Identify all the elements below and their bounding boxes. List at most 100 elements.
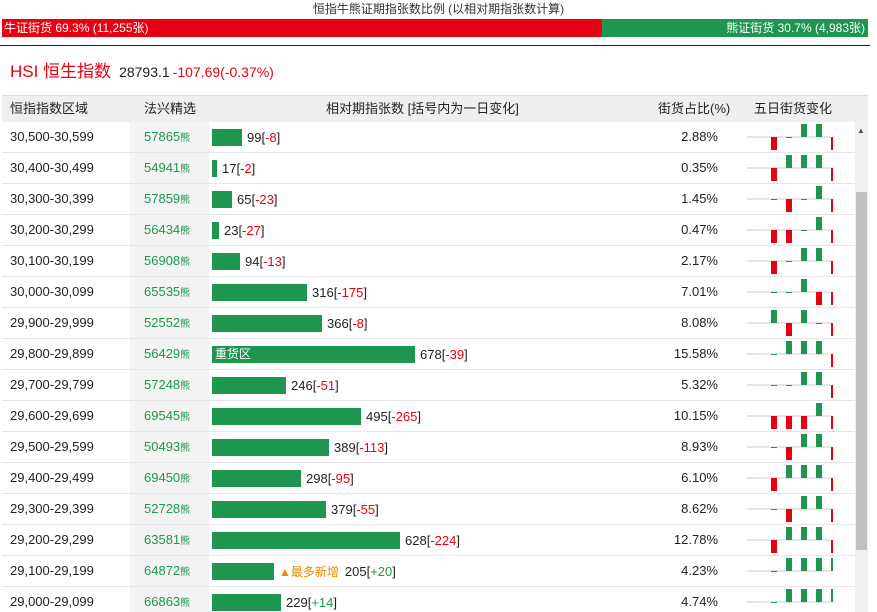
daily-change: [+20] <box>366 563 396 579</box>
bear-cell: 65535熊 <box>130 277 209 307</box>
bear-code: 64872 <box>144 563 181 578</box>
table-row: 30,000-30,099 65535熊 316 [-175] 7.01% <box>2 277 855 308</box>
sparkline-bar <box>801 230 807 231</box>
daily-change-value: -39 <box>445 346 465 362</box>
bear-code-link[interactable]: 65535熊 <box>144 277 190 309</box>
contracts-cell: 重货区 678 [-39] <box>212 339 468 369</box>
contracts-bar <box>212 500 326 518</box>
sparkline-bar <box>831 447 833 460</box>
daily-change: [-265] <box>387 408 421 424</box>
five-day-sparkline <box>747 372 833 398</box>
daily-change-value: -224 <box>430 532 457 548</box>
share-percent: 0.47% <box>681 222 718 237</box>
contracts-bar <box>212 469 301 487</box>
daily-change-value: -51 <box>316 377 336 393</box>
table-row: 29,400-29,499 69450熊 298 [-95] 6.10% <box>2 463 855 494</box>
contracts-count: 94 <box>245 253 260 269</box>
contracts-count: 17 <box>222 160 237 176</box>
daily-change: [+14] <box>307 594 338 610</box>
contracts-count: 205 <box>344 563 367 579</box>
contracts-count: 366 <box>327 315 349 331</box>
bear-code-link[interactable]: 57865熊 <box>144 122 190 154</box>
contracts-bar <box>212 159 217 177</box>
index-name[interactable]: HSI 恒生指数 <box>10 62 112 81</box>
sparkline-bar <box>831 137 833 150</box>
sparkline-bar <box>786 509 792 522</box>
table-header: 恒指指数区域 法兴精选 相对期指张数 [括号内为一日变化] 街货占比(%) 五日… <box>2 95 868 122</box>
bear-code-link[interactable]: 64872熊 <box>144 556 190 588</box>
sparkline-bar <box>816 496 822 509</box>
col-header-bear: 法兴精选 <box>144 101 197 116</box>
scrollbar[interactable]: ▲ <box>855 122 868 612</box>
bear-code-link[interactable]: 69450熊 <box>144 463 190 495</box>
bull-ratio-segment: 牛证街货 69.3% (11,255张) <box>2 19 602 37</box>
daily-change-value: -27 <box>242 222 261 238</box>
table-row: 30,500-30,599 57865熊 99 [-8] 2.88% <box>2 122 855 153</box>
bear-cell: 57859熊 <box>130 184 209 214</box>
range-label: 30,100-30,199 <box>10 253 94 268</box>
range-label: 29,100-29,199 <box>10 563 94 578</box>
sparkline-bar <box>831 558 833 571</box>
five-day-sparkline <box>747 465 833 491</box>
bear-code-link[interactable]: 57248熊 <box>144 370 190 402</box>
daily-change: [-8] <box>261 129 281 145</box>
sparkline-bar <box>816 124 822 137</box>
bear-code-link[interactable]: 54941熊 <box>144 153 190 185</box>
bear-code: 52728 <box>144 501 181 516</box>
share-percent: 2.88% <box>681 129 718 144</box>
sparkline-bar <box>786 261 792 262</box>
sparkline-bar <box>816 341 822 354</box>
bear-code-link[interactable]: 69545熊 <box>144 401 190 433</box>
bear-code-link[interactable]: 56434熊 <box>144 215 190 247</box>
scrollbar-thumb[interactable] <box>856 192 867 550</box>
daily-change-value: -265 <box>391 408 418 424</box>
sparkline-bar <box>816 465 822 478</box>
table-row: 29,600-29,699 69545熊 495 [-265] 10.15% <box>2 401 855 432</box>
table-row: 29,000-29,099 66863熊 229 [+14] 4.74% <box>2 587 855 612</box>
bear-code-link[interactable]: 56429熊 <box>144 339 190 371</box>
sparkline-bar <box>816 323 822 324</box>
sparkline-bar <box>771 478 777 491</box>
range-label: 29,800-29,899 <box>10 346 94 361</box>
bear-suffix: 熊 <box>180 412 191 423</box>
bear-suffix: 熊 <box>180 226 191 237</box>
daily-change-value: +14 <box>311 594 334 610</box>
sparkline-bar <box>816 372 822 385</box>
heavy-zone-label: 重货区 <box>215 346 252 361</box>
sparkline-bar <box>786 447 792 460</box>
contracts-bar <box>212 562 274 580</box>
bear-code-link[interactable]: 63581熊 <box>144 525 190 557</box>
daily-change: [-2] <box>236 160 256 176</box>
bear-suffix: 熊 <box>180 381 191 392</box>
sparkline-bar <box>801 527 807 540</box>
bear-cell: 69450熊 <box>130 463 209 493</box>
table-row: 29,300-29,399 52728熊 379 [-55] 8.62% <box>2 494 855 525</box>
bear-code: 57859 <box>144 191 181 206</box>
range-label: 30,400-30,499 <box>10 160 94 175</box>
daily-change-value: -55 <box>356 501 376 517</box>
contracts-count: 99 <box>247 129 262 145</box>
index-change: -107.69(-0.37%) <box>172 64 274 80</box>
sparkline-bar <box>771 416 777 429</box>
bear-cell: 57865熊 <box>130 122 209 152</box>
five-day-sparkline <box>747 589 833 603</box>
daily-change: [-8] <box>348 315 368 331</box>
bear-code-link[interactable]: 56908熊 <box>144 246 190 278</box>
bear-code-link[interactable]: 57859熊 <box>144 184 190 216</box>
hsi-quote: HSI 恒生指数 28793.1 -107.69(-0.37%) <box>10 60 274 84</box>
sparkline-bar <box>786 155 792 168</box>
daily-change-value: -23 <box>255 191 274 207</box>
table-row: 29,200-29,299 63581熊 628 [-224] 12.78% <box>2 525 855 556</box>
bear-code-link[interactable]: 66863熊 <box>144 587 190 612</box>
sparkline-bar <box>771 310 777 323</box>
contracts-count: 65 <box>237 191 252 207</box>
scroll-up-icon[interactable]: ▲ <box>857 126 865 135</box>
bear-code-link[interactable]: 52552熊 <box>144 308 190 340</box>
col-header-contracts: 相对期指张数 [括号内为一日变化] <box>326 101 519 116</box>
bear-code-link[interactable]: 52728熊 <box>144 494 190 526</box>
sparkline-bar <box>816 434 822 447</box>
sparkline-bar <box>771 168 777 181</box>
bear-code-link[interactable]: 50493熊 <box>144 432 190 464</box>
sparkline-bar <box>816 558 822 571</box>
bear-suffix: 熊 <box>180 319 191 330</box>
